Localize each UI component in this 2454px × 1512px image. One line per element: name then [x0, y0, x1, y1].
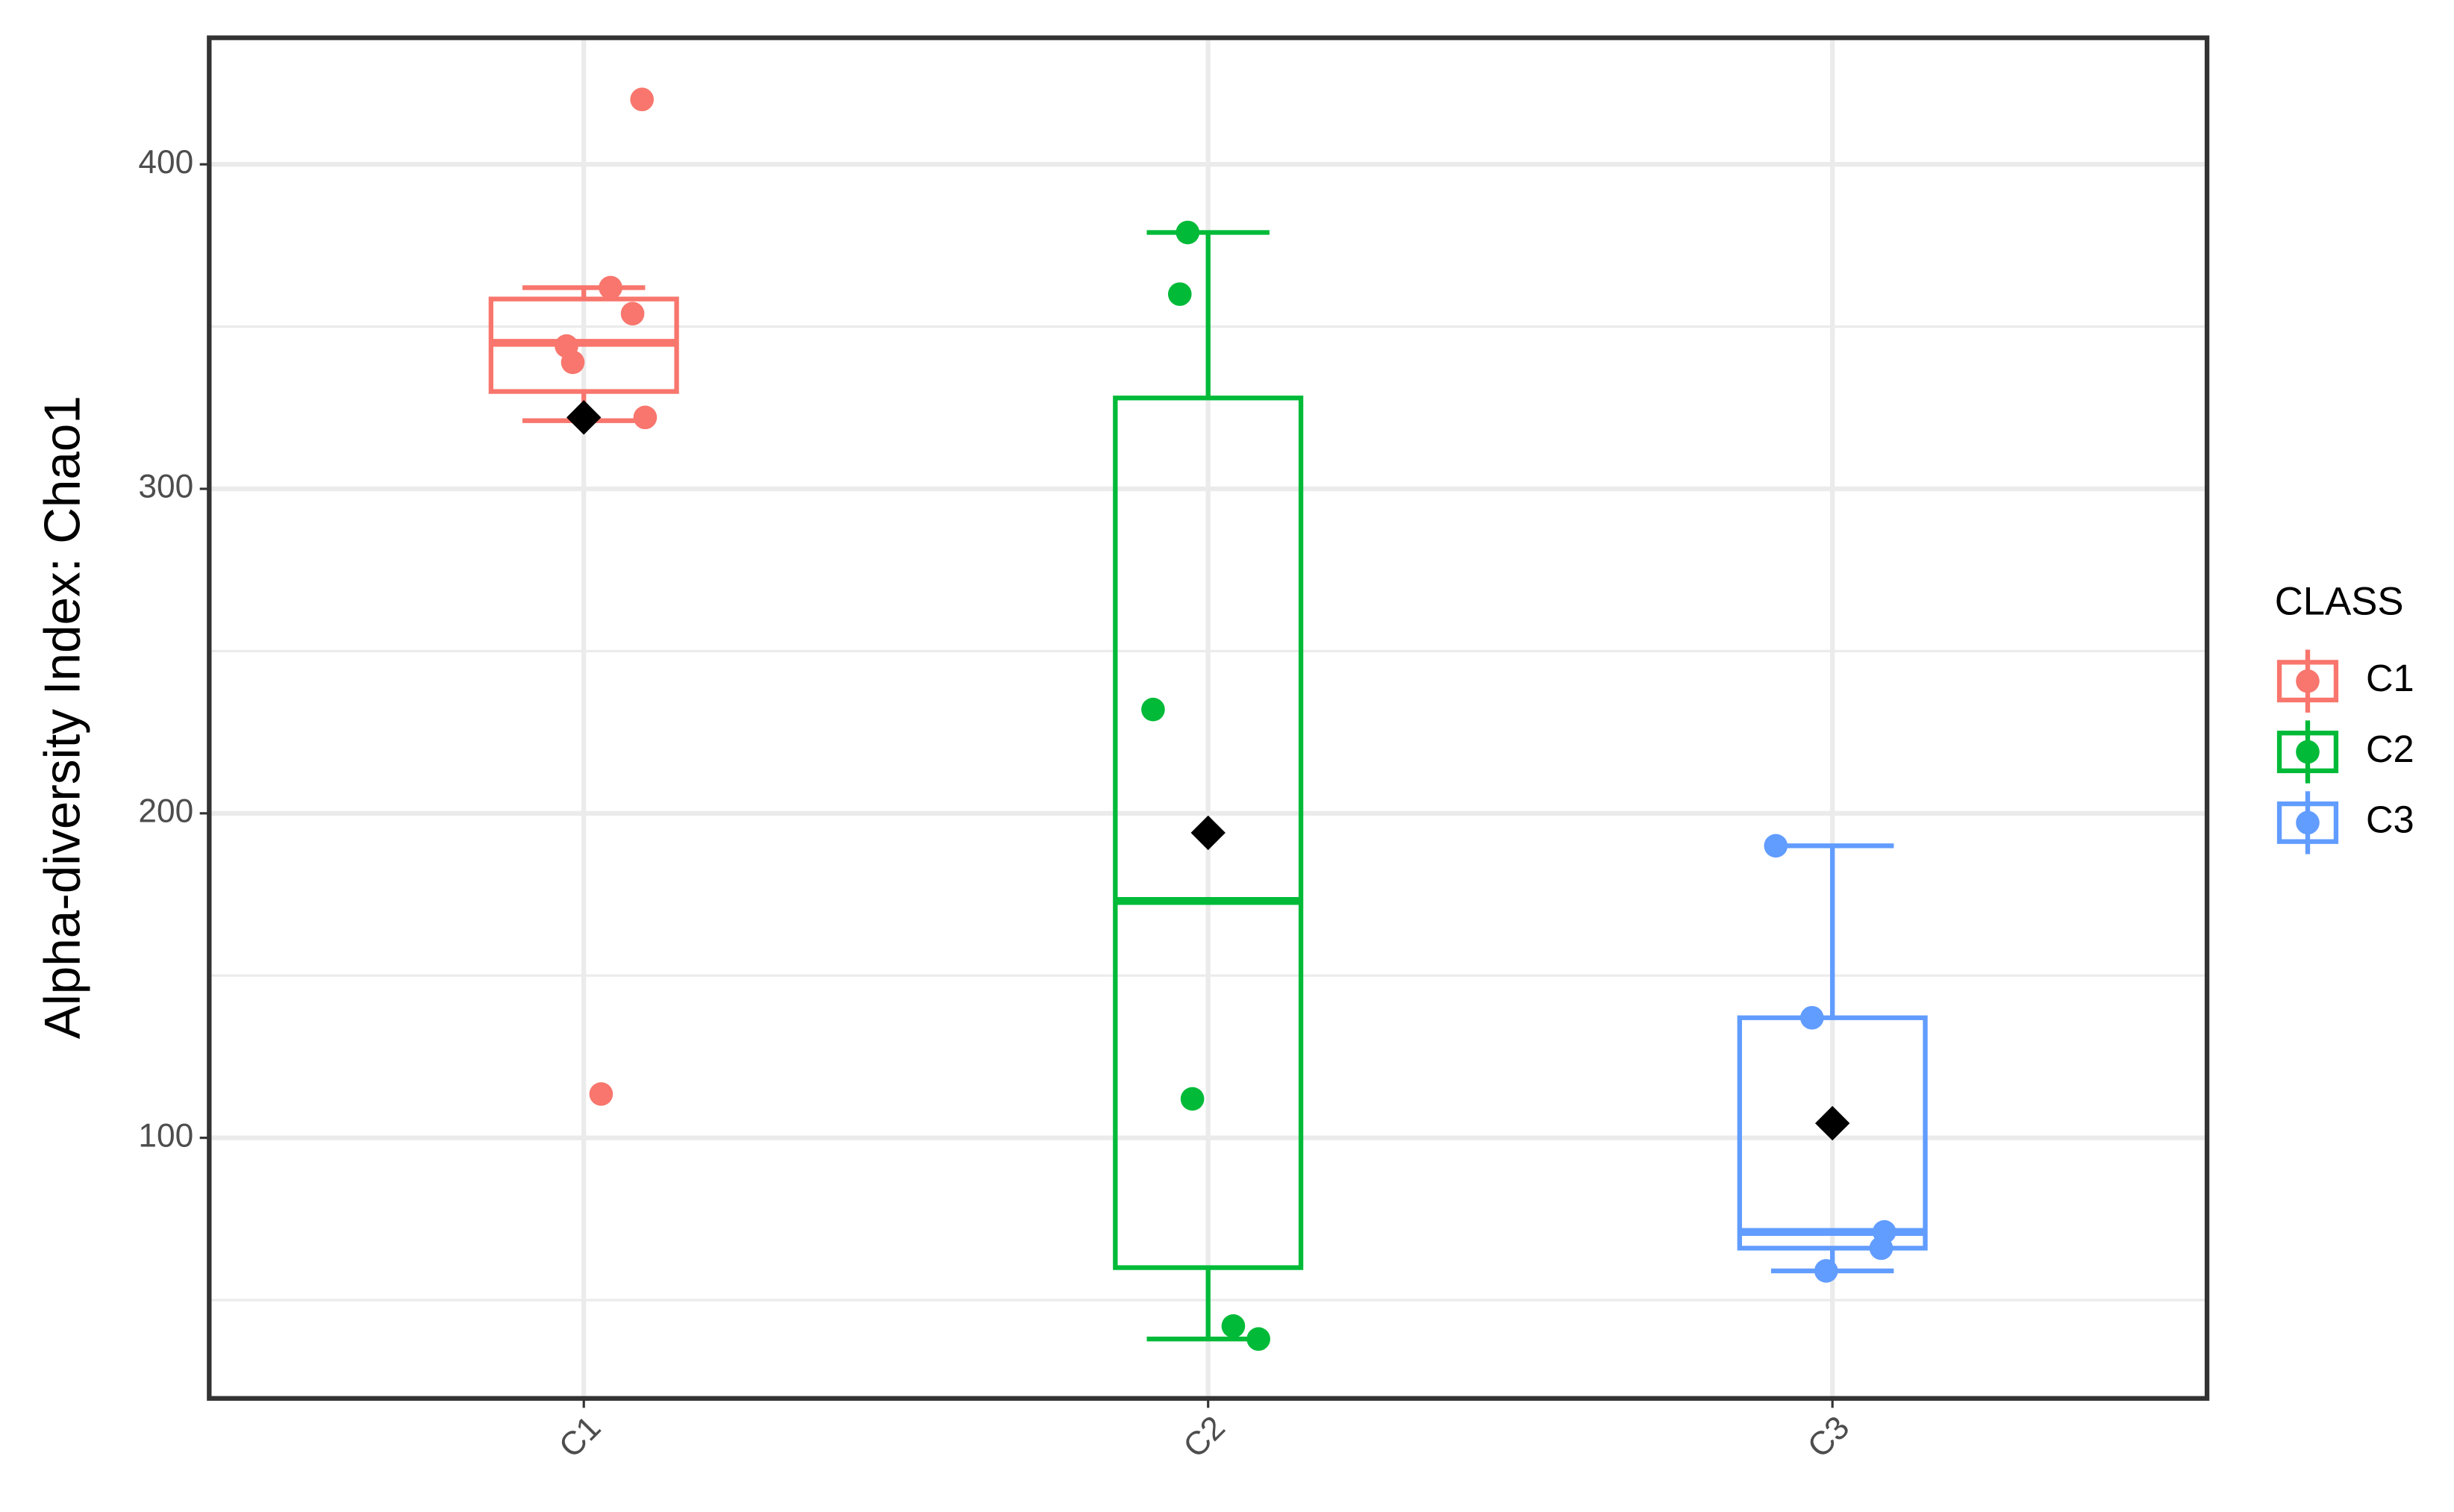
box-group: [488, 87, 679, 1106]
mean-marker: [566, 400, 602, 435]
data-point: [1869, 1236, 1893, 1260]
legend-key-point: [2296, 669, 2320, 693]
legend-label: C3: [2366, 799, 2414, 841]
data-point: [561, 350, 585, 375]
data-point: [1221, 1314, 1246, 1338]
legend-label: C2: [2366, 728, 2414, 770]
legend-key-point: [2296, 810, 2320, 835]
legend-title: CLASS: [2275, 579, 2404, 623]
data-point: [1764, 834, 1788, 858]
x-tick-label: C1: [552, 1409, 608, 1465]
y-tick-label: 400: [138, 144, 193, 181]
y-tick-label: 300: [138, 469, 193, 505]
x-tick-label: C3: [1801, 1409, 1857, 1465]
legend-key-point: [2296, 740, 2320, 764]
box: [1737, 1015, 1928, 1251]
y-axis-title: Alpha-diversity Index: Chao1: [34, 396, 90, 1039]
box: [1113, 396, 1304, 1270]
data-point: [633, 405, 658, 430]
box-group: [1113, 220, 1304, 1352]
data-point: [1799, 1005, 1824, 1030]
data-point: [1141, 697, 1165, 722]
mean-marker: [1190, 815, 1226, 851]
data-point: [1176, 220, 1200, 245]
data-point: [620, 302, 645, 326]
data-point: [630, 87, 655, 112]
data-point: [1246, 1327, 1270, 1352]
data-point: [1167, 282, 1192, 306]
plot-border: [207, 35, 2210, 1401]
x-tick-label: C2: [1176, 1409, 1232, 1465]
data-point: [1814, 1259, 1838, 1283]
legend-label: C1: [2366, 657, 2414, 699]
data-point: [589, 1082, 614, 1106]
y-tick-label: 100: [138, 1117, 193, 1154]
y-tick-label: 200: [138, 793, 193, 830]
data-point: [599, 275, 622, 300]
data-point: [1180, 1087, 1205, 1111]
box-group: [1737, 834, 1928, 1283]
